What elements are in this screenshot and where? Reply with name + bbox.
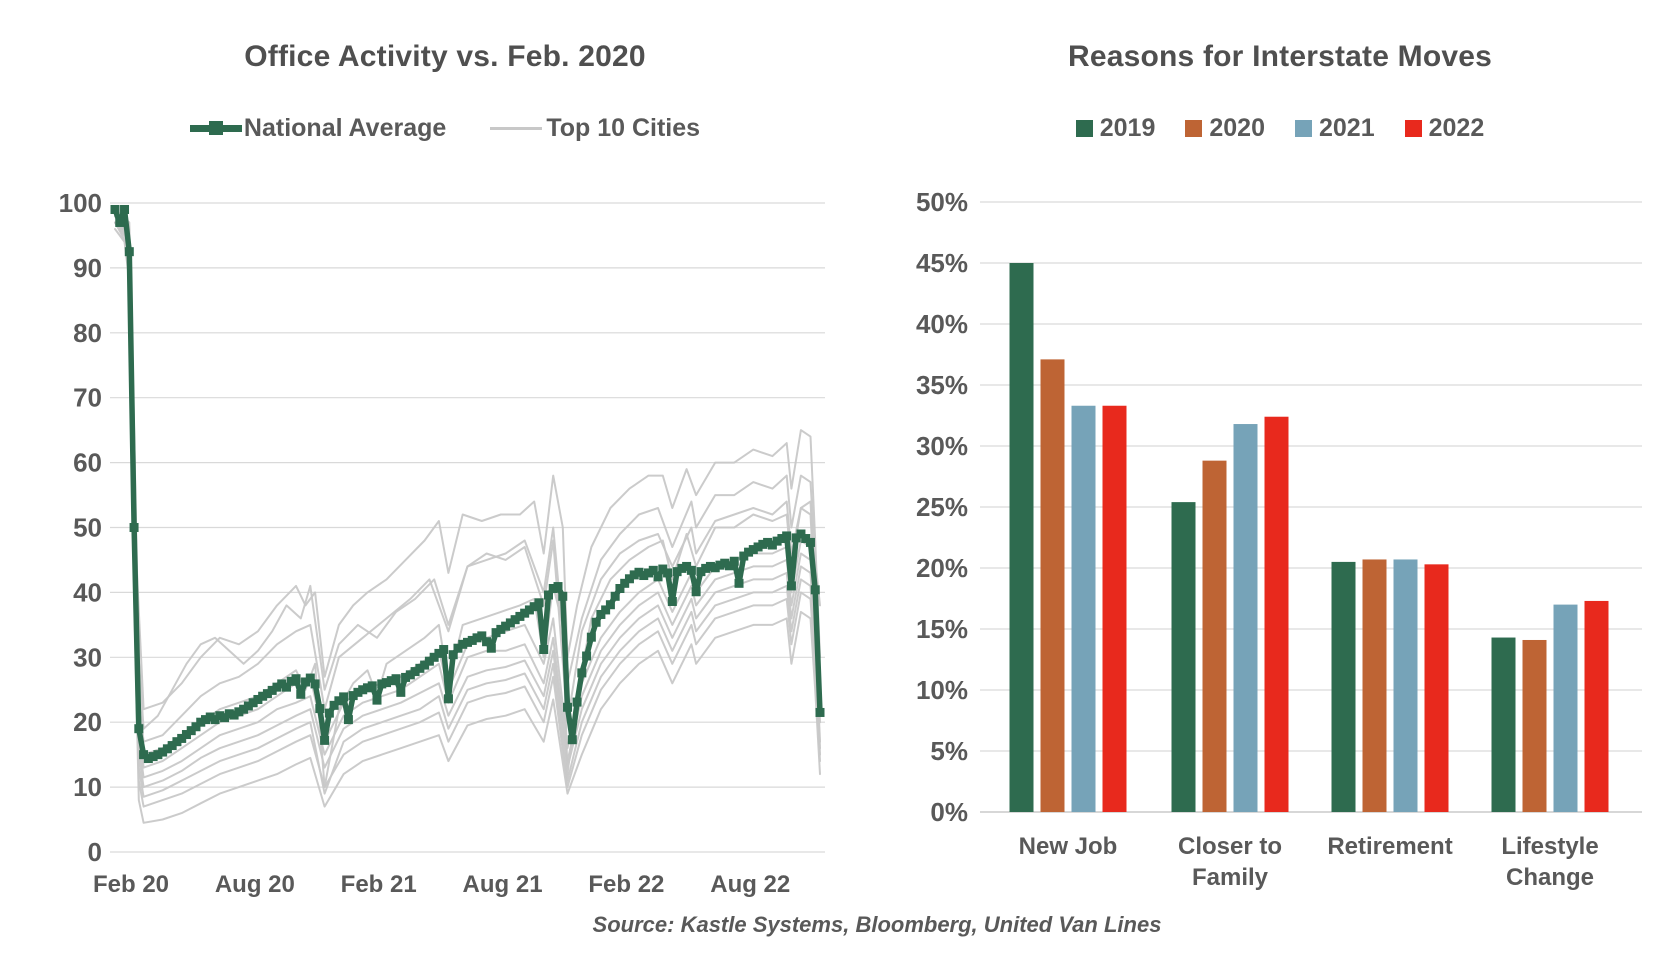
year-2020-swatch-icon xyxy=(1185,120,1203,137)
svg-text:70: 70 xyxy=(73,383,102,413)
legend-label-2022: 2022 xyxy=(1428,114,1485,142)
svg-text:15%: 15% xyxy=(916,614,968,644)
svg-text:Feb 22: Feb 22 xyxy=(588,871,664,898)
svg-text:Feb 21: Feb 21 xyxy=(341,871,417,898)
svg-text:Closer to: Closer to xyxy=(1178,833,1282,860)
svg-text:35%: 35% xyxy=(916,370,968,400)
svg-text:0: 0 xyxy=(88,837,102,867)
svg-text:Lifestyle: Lifestyle xyxy=(1501,833,1598,860)
svg-text:20%: 20% xyxy=(916,553,968,583)
bar-chart-legend: 2019 2020 2021 2022 xyxy=(900,114,1660,143)
legend-item-2022: 2022 xyxy=(1404,114,1485,143)
bar-chart-title: Reasons for Interstate Moves xyxy=(1067,40,1493,73)
top-10-cities-line-swatch-icon xyxy=(490,127,543,130)
year-2022-swatch-icon xyxy=(1404,120,1422,137)
svg-text:50%: 50% xyxy=(916,187,968,217)
svg-text:30: 30 xyxy=(73,642,102,672)
national-average-line-swatch-icon xyxy=(189,121,242,135)
legend-label-2021: 2021 xyxy=(1319,114,1375,142)
line-chart-title: Office Activity vs. Feb. 2020 xyxy=(244,40,646,73)
line-chart-legend: National Average Top 10 Cities xyxy=(30,114,860,143)
office-activity-line-chart: 0 10 20 30 40 50 60 70 80 90 100 Feb 20 Aug 20 Feb 21… xyxy=(60,188,825,898)
svg-text:25%: 25% xyxy=(916,492,968,522)
legend-item-2019: 2019 xyxy=(1075,114,1156,143)
svg-text:Aug 21: Aug 21 xyxy=(463,871,543,898)
legend-item-national-average: National Average xyxy=(189,114,447,143)
svg-text:Family: Family xyxy=(1192,864,1269,891)
svg-text:5%: 5% xyxy=(930,736,968,766)
legend-item-top-10-cities: Top 10 Cities xyxy=(490,114,700,143)
svg-text:40%: 40% xyxy=(916,309,968,339)
svg-text:45%: 45% xyxy=(916,248,968,278)
svg-text:90: 90 xyxy=(73,253,102,283)
svg-text:New Job: New Job xyxy=(1019,833,1118,860)
year-2021-swatch-icon xyxy=(1295,120,1312,137)
svg-text:60: 60 xyxy=(73,448,102,478)
svg-text:20: 20 xyxy=(73,707,102,737)
svg-text:100: 100 xyxy=(60,188,102,218)
national-average-marker-icon xyxy=(208,121,223,135)
interstate-moves-bar-chart: 0% 5% 10% 15% 20% 25% 30% 35% 40% 45% 50% New Job Cl… xyxy=(916,187,1642,891)
svg-text:30%: 30% xyxy=(916,431,968,461)
svg-text:0%: 0% xyxy=(930,797,968,827)
source-note: Source: Kastle Systems, Bloomberg, Unite… xyxy=(592,912,1162,937)
legend-label-2020: 2020 xyxy=(1209,114,1265,142)
svg-text:Retirement: Retirement xyxy=(1327,833,1452,860)
legend-label-national-average: National Average xyxy=(243,114,447,142)
svg-text:Aug 22: Aug 22 xyxy=(710,871,790,898)
svg-text:40: 40 xyxy=(73,577,102,607)
year-2019-swatch-icon xyxy=(1075,120,1093,137)
svg-text:80: 80 xyxy=(73,318,102,348)
legend-label-top-10-cities: Top 10 Cities xyxy=(546,114,701,142)
svg-text:Feb 20: Feb 20 xyxy=(93,871,169,898)
svg-text:50: 50 xyxy=(73,513,102,543)
svg-text:Change: Change xyxy=(1506,864,1594,891)
svg-text:10%: 10% xyxy=(916,675,968,705)
svg-text:10: 10 xyxy=(73,772,102,802)
svg-text:Aug 20: Aug 20 xyxy=(215,871,295,898)
legend-item-2020: 2020 xyxy=(1185,114,1265,143)
legend-label-2019: 2019 xyxy=(1099,114,1156,142)
legend-item-2021: 2021 xyxy=(1295,114,1375,143)
